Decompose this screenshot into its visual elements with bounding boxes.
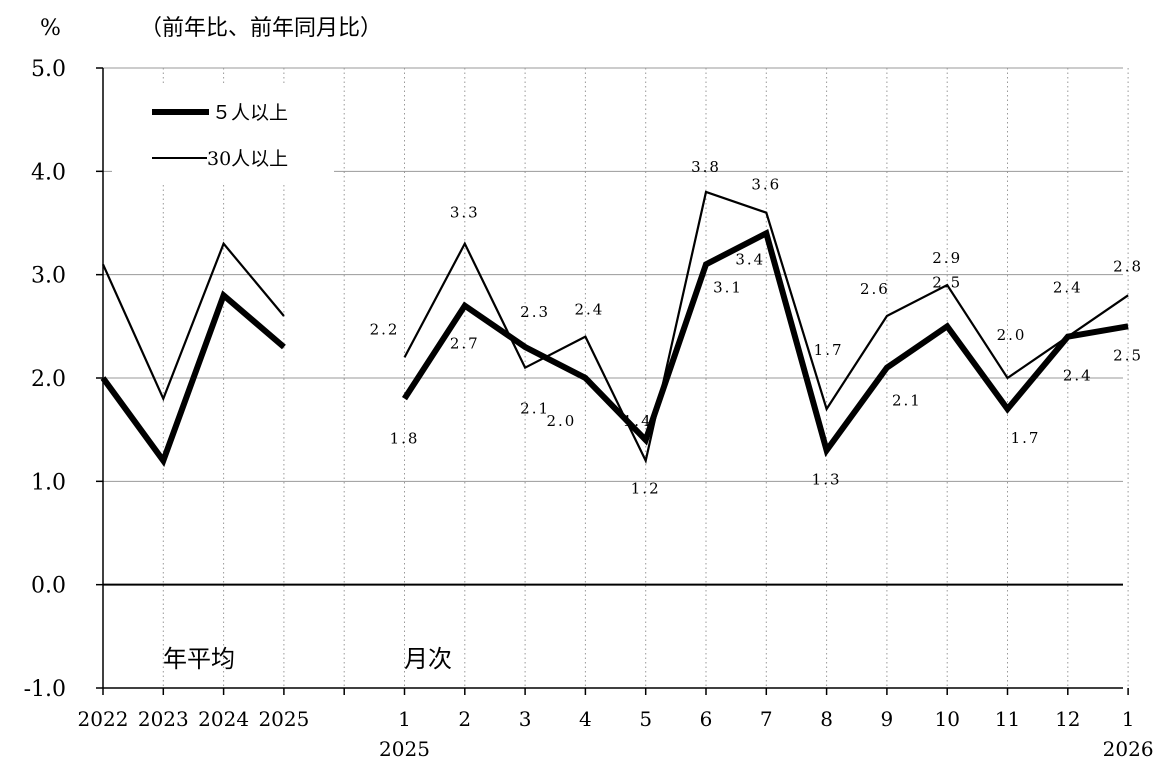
x-tick-label: 2024 — [198, 707, 249, 731]
legend: ５人以上 30人以上 — [112, 86, 334, 182]
data-label-30plus: 2.4 — [1053, 279, 1083, 297]
x-tick-label: 2025 — [258, 707, 309, 731]
data-label-30plus: 1.7 — [814, 341, 844, 359]
data-label-5plus: 1.7 — [1011, 429, 1041, 447]
x-secondary-label: 2026 — [1103, 737, 1154, 761]
data-label-5plus: 2.3 — [520, 303, 550, 321]
legend-label-30plus: 30人以上 — [207, 148, 288, 170]
y-tick-label: 3.0 — [31, 264, 66, 289]
x-tick-label: 6 — [700, 707, 713, 731]
data-label-30plus: 2.6 — [860, 280, 890, 298]
x-tick-label: 2 — [458, 707, 471, 731]
data-label-30plus: 2.9 — [932, 249, 962, 267]
data-label-5plus: 3.4 — [735, 250, 765, 268]
x-tick-label: 5 — [639, 707, 652, 731]
y-tick-label: 5.0 — [31, 57, 66, 82]
x-tick-label: 1 — [1122, 707, 1135, 731]
y-tick-label: -1.0 — [24, 677, 66, 702]
series-line-monthly-1 — [403, 190, 1129, 464]
data-label-30plus: 2.0 — [997, 326, 1027, 344]
data-label-5plus: 2.5 — [932, 273, 962, 291]
data-label-30plus: 3.6 — [751, 176, 781, 194]
data-label-5plus: 1.3 — [812, 470, 842, 488]
data-label-5plus: 2.1 — [892, 392, 922, 410]
data-label-5plus: 2.0 — [546, 412, 576, 430]
section-label-annual: 年平均 — [163, 645, 235, 673]
data-label-30plus: 2.4 — [574, 301, 604, 319]
y-tick-label: 2.0 — [31, 367, 66, 392]
x-tick-label: 7 — [760, 707, 773, 731]
x-tick-label: 10 — [934, 707, 959, 731]
data-label-5plus: 2.7 — [450, 335, 480, 353]
x-tick-label: 3 — [519, 707, 532, 731]
x-tick-label: 9 — [881, 707, 894, 731]
y-tick-label: 0.0 — [31, 574, 66, 599]
chart-subtitle: （前年比、前年同月比） — [140, 16, 382, 41]
data-label-5plus: 1.4 — [623, 412, 653, 430]
data-label-5plus: 2.5 — [1113, 346, 1143, 364]
x-secondary-label: 2025 — [379, 737, 430, 761]
data-label-30plus: 1.2 — [631, 480, 661, 498]
legend-label-5plus: ５人以上 — [212, 102, 288, 124]
data-label-30plus: 3.8 — [691, 158, 721, 176]
series-line-annual-1 — [101, 241, 285, 402]
x-tick-label: 8 — [820, 707, 833, 731]
x-tick-label: 1 — [398, 707, 411, 731]
section-label-monthly: 月次 — [404, 645, 452, 673]
y-unit-label: % — [40, 16, 61, 41]
data-label-30plus: 2.8 — [1113, 257, 1143, 275]
x-tick-label: 2022 — [78, 707, 129, 731]
x-tick-label: 11 — [995, 707, 1020, 731]
data-label-30plus: 2.2 — [370, 320, 400, 338]
x-tick-label: 12 — [1055, 707, 1080, 731]
y-tick-label: 1.0 — [31, 470, 66, 495]
x-tick-label: 4 — [579, 707, 592, 731]
series-layer — [100, 190, 1129, 467]
data-label-5plus: 3.1 — [713, 278, 743, 296]
series-line-annual-0 — [100, 290, 286, 467]
data-label-5plus: 2.4 — [1063, 367, 1093, 385]
data-label-30plus: 2.1 — [520, 400, 550, 418]
x-tick-label: 2023 — [138, 707, 189, 731]
data-label-5plus: 1.8 — [390, 430, 420, 448]
legend-background — [112, 86, 334, 182]
data-label-30plus: 3.3 — [450, 204, 480, 222]
series-line-monthly-0 — [401, 228, 1129, 458]
y-tick-label: 4.0 — [31, 160, 66, 185]
